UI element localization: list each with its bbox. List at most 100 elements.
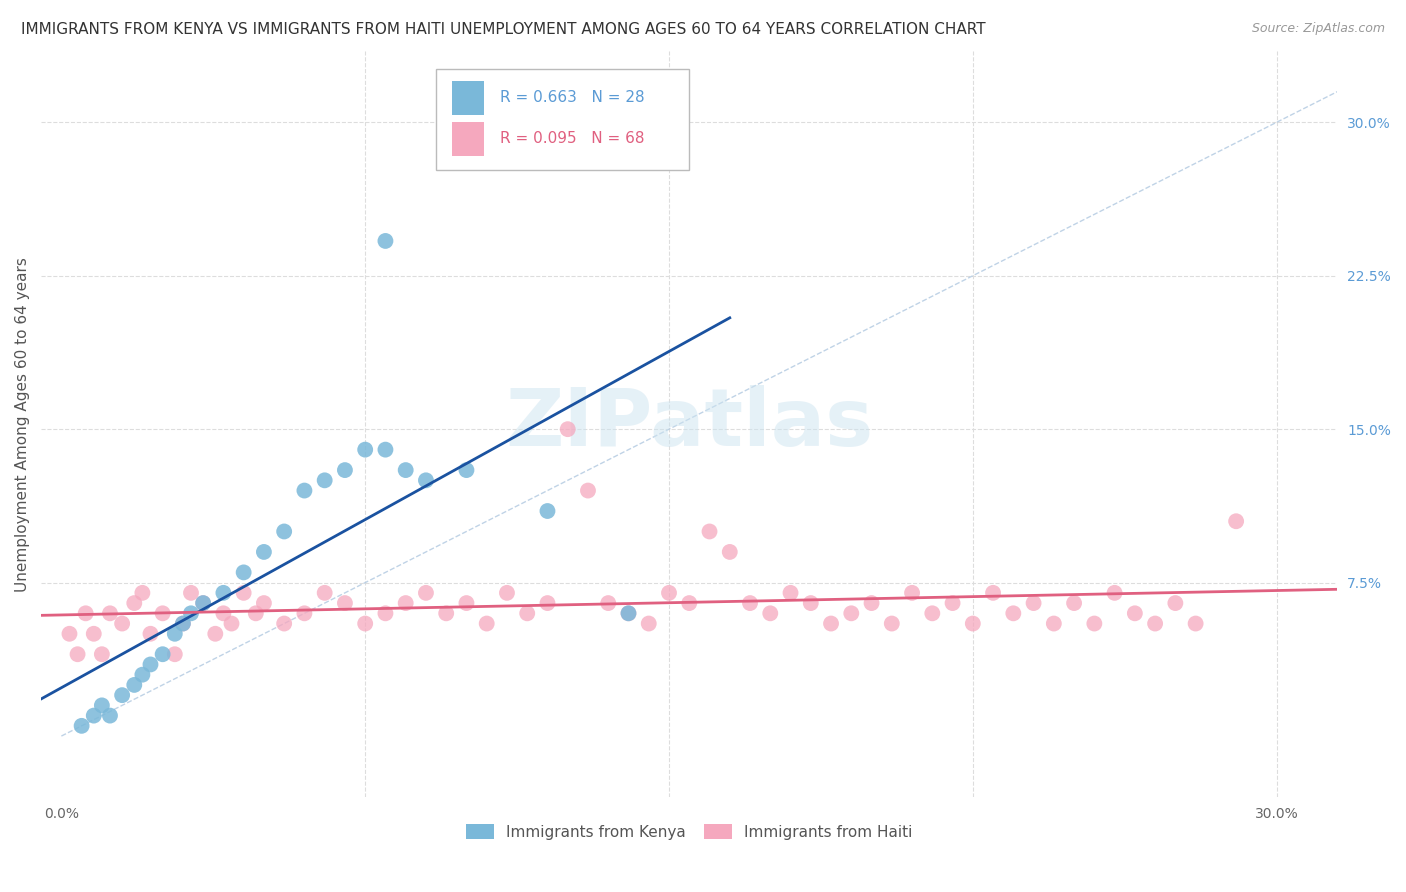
Point (374, 234, 396, 248)
Text: IMMIGRANTS FROM KENYA VS IMMIGRANTS FROM HAITI UNEMPLOYMENT AMONG AGES 60 TO 64 : IMMIGRANTS FROM KENYA VS IMMIGRANTS FROM… (21, 22, 986, 37)
Point (163, 627, 186, 641)
Point (124, 596, 146, 610)
Point (374, 607, 396, 621)
Point (718, 545, 741, 559)
Point (942, 596, 965, 610)
Point (1164, 596, 1187, 610)
Point (395, 463, 418, 477)
Point (314, 586, 336, 600)
Point (163, 647, 186, 661)
Point (496, 586, 519, 600)
Point (191, 596, 214, 610)
Point (172, 616, 194, 631)
Point (124, 678, 146, 692)
Point (901, 586, 924, 600)
Point (1184, 616, 1206, 631)
Point (232, 586, 254, 600)
Point (70, 719, 93, 733)
Point (699, 524, 721, 539)
Point (253, 596, 276, 610)
Point (333, 596, 356, 610)
Point (58, 627, 80, 641)
Point (921, 607, 943, 621)
Legend: Immigrants from Kenya, Immigrants from Haiti: Immigrants from Kenya, Immigrants from H… (460, 818, 918, 846)
Point (516, 607, 538, 621)
Point (131, 667, 153, 681)
Point (131, 586, 153, 600)
Y-axis label: Unemployment Among Ages 60 to 64 years: Unemployment Among Ages 60 to 64 years (15, 257, 30, 591)
Point (253, 545, 276, 559)
Point (204, 627, 226, 641)
Point (111, 688, 134, 702)
Point (180, 607, 202, 621)
Point (66, 647, 89, 661)
Point (415, 586, 437, 600)
Point (839, 607, 862, 621)
Point (90, 698, 112, 713)
Point (637, 616, 659, 631)
Point (475, 616, 498, 631)
Point (139, 657, 162, 672)
Point (617, 607, 640, 621)
Point (180, 586, 202, 600)
Point (152, 647, 174, 661)
Point (536, 504, 558, 518)
Point (395, 596, 418, 610)
Point (820, 616, 842, 631)
Point (415, 473, 437, 487)
Point (678, 596, 700, 610)
Bar (453, 81, 485, 114)
Point (779, 586, 801, 600)
Text: R = 0.095   N = 68: R = 0.095 N = 68 (501, 131, 644, 146)
Point (294, 607, 316, 621)
Point (191, 596, 214, 610)
Point (536, 596, 558, 610)
Point (1022, 596, 1045, 610)
Point (294, 483, 316, 498)
Point (139, 627, 162, 641)
Point (83, 627, 105, 641)
Point (221, 616, 243, 631)
Point (434, 607, 457, 621)
Point (1083, 616, 1105, 631)
Point (598, 596, 620, 610)
Point (98, 708, 121, 723)
Text: R = 0.663   N = 28: R = 0.663 N = 28 (501, 90, 644, 105)
Point (273, 524, 295, 539)
Point (800, 596, 823, 610)
Point (333, 463, 356, 477)
Point (860, 596, 883, 610)
Point (981, 586, 1004, 600)
Point (880, 616, 903, 631)
Point (374, 442, 396, 457)
Point (576, 483, 599, 498)
Point (759, 607, 782, 621)
Bar (453, 122, 485, 155)
Point (1225, 514, 1247, 528)
Point (1144, 616, 1167, 631)
Point (98, 607, 121, 621)
Point (245, 607, 267, 621)
Point (738, 596, 761, 610)
Point (111, 616, 134, 631)
Point (354, 616, 377, 631)
Text: Source: ZipAtlas.com: Source: ZipAtlas.com (1251, 22, 1385, 36)
Point (232, 566, 254, 580)
Point (1043, 616, 1066, 631)
Point (1002, 607, 1025, 621)
Text: ZIPatlas: ZIPatlas (505, 385, 873, 463)
Point (354, 442, 377, 457)
Point (75, 607, 97, 621)
FancyBboxPatch shape (436, 70, 689, 170)
Point (962, 616, 984, 631)
Point (557, 422, 579, 436)
Point (658, 586, 681, 600)
Point (90, 647, 112, 661)
Point (152, 607, 174, 621)
Point (172, 616, 194, 631)
Point (1104, 586, 1126, 600)
Point (617, 607, 640, 621)
Point (273, 616, 295, 631)
Point (212, 586, 235, 600)
Point (456, 463, 478, 477)
